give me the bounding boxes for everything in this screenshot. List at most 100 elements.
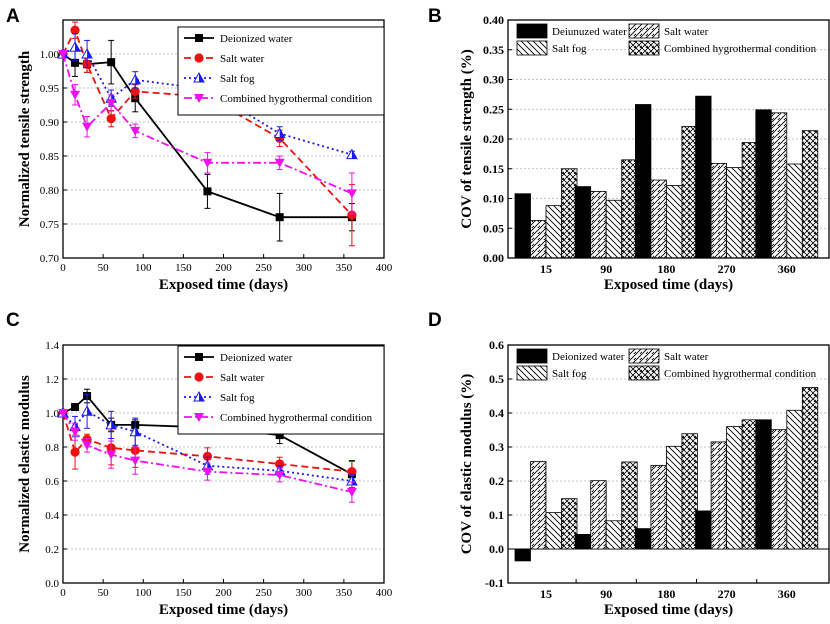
pa-data-point xyxy=(70,25,80,35)
pc-legend-label: Deionized water xyxy=(220,352,293,364)
pc-legend-marker xyxy=(194,413,204,422)
pb-x-axis-title: Exposed time (days) xyxy=(604,277,733,293)
pc-data-point xyxy=(202,467,213,477)
pd-legend-swatch xyxy=(516,348,548,364)
pd-bar xyxy=(530,461,547,550)
pb-legend-swatch xyxy=(516,40,548,56)
pd-ytick-label: 0.1 xyxy=(489,508,504,522)
pb-bar xyxy=(561,168,578,259)
pc-data-point xyxy=(130,456,141,466)
pb-bar xyxy=(650,179,667,259)
pd-ytick-label: 0.5 xyxy=(489,372,504,386)
pa-ytick-label: 0.75 xyxy=(40,219,60,231)
pc-data-point-half xyxy=(111,419,117,429)
pa-data-point xyxy=(130,126,141,136)
pc-data-point xyxy=(82,441,93,451)
pc-data-point xyxy=(106,450,117,460)
pc-xtick-label: 400 xyxy=(376,587,393,599)
pb-xtick-label: 15 xyxy=(540,262,552,276)
pb-bar xyxy=(666,185,683,259)
pd-legend-label: Salt water xyxy=(664,351,709,363)
pa-series-line xyxy=(62,53,353,195)
pc-xtick-label: 250 xyxy=(255,587,272,599)
pa-xtick-label: 350 xyxy=(336,262,353,274)
pc-data-point xyxy=(58,409,68,418)
pb-legend-swatch xyxy=(516,23,548,39)
pc-y-axis-title: Normalized elastic modulus xyxy=(17,375,33,553)
pc-data-point-half xyxy=(351,476,357,485)
pd-bar xyxy=(605,520,623,550)
pa-data-point-half xyxy=(279,128,285,138)
pa-data-point-half xyxy=(87,49,93,58)
pc-data-point xyxy=(70,447,80,457)
pd-plot-frame xyxy=(507,344,830,584)
pd-bar xyxy=(695,510,712,550)
pa-ytick-label: 0.85 xyxy=(40,151,60,163)
pc-data-point xyxy=(274,471,285,481)
pa-x-axis-title: Exposed time (days) xyxy=(159,277,288,293)
pa-legend-marker xyxy=(194,94,204,103)
pa-data-point xyxy=(82,122,93,132)
pd-xtick-label: 15 xyxy=(540,587,552,601)
pc-legend-label: Combined hygrothermal condition xyxy=(220,412,373,424)
pa-y-axis-title: Normalized tensile strength xyxy=(17,50,33,227)
pc-xtick-label: 0 xyxy=(60,587,66,599)
pd-ytick-label: 0.2 xyxy=(489,474,504,488)
pd-bar xyxy=(545,512,562,550)
pd-bar xyxy=(801,387,819,550)
pd-bar xyxy=(590,480,607,550)
pc-legend-box xyxy=(177,345,385,435)
pb-bar xyxy=(741,142,758,259)
pd-bar xyxy=(621,461,638,550)
panel-letter-c: C xyxy=(6,310,20,331)
pd-legend-swatch xyxy=(516,365,548,381)
pc-x-axis-title: Exposed time (days) xyxy=(159,602,288,618)
pa-xtick-label: 200 xyxy=(215,262,232,274)
panel-letter-b: B xyxy=(428,6,442,27)
pb-ytick-label: 0.10 xyxy=(483,192,504,206)
pa-data-point-half xyxy=(75,42,81,52)
pb-ytick-label: 0.20 xyxy=(483,132,504,146)
pd-bar xyxy=(770,429,788,550)
pa-xtick-label: 400 xyxy=(376,262,393,274)
pd-bar xyxy=(561,498,578,550)
pb-plot-frame xyxy=(507,19,830,259)
pb-bar xyxy=(621,159,638,259)
pb-bar xyxy=(545,205,562,259)
pb-ytick-label: 0.05 xyxy=(483,221,504,235)
pc-data-point xyxy=(275,431,284,440)
pd-bar xyxy=(726,426,743,550)
pa-data-point xyxy=(130,86,140,96)
pb-bar xyxy=(635,104,652,259)
pd-ytick-label: 0.6 xyxy=(489,338,504,352)
pb-legend-label: Salt fog xyxy=(552,43,587,55)
pc-legend-marker xyxy=(195,353,203,361)
pc-ytick-label: 0.2 xyxy=(45,544,59,556)
pd-ytick-label: 0.3 xyxy=(489,440,504,454)
panel-letter-d: D xyxy=(428,310,442,331)
pd-x-axis-title: Exposed time (days) xyxy=(604,602,733,618)
pa-data-point xyxy=(275,213,284,222)
pc-data-point xyxy=(71,403,80,412)
pa-legend-label: Deionized water xyxy=(220,33,293,45)
pa-legend-label: Combined hygrothermal condition xyxy=(220,93,373,105)
pa-data-point xyxy=(346,189,357,199)
pa-ytick-label: 0.95 xyxy=(40,83,60,95)
pd-xtick-label: 180 xyxy=(657,587,675,601)
pd-legend-label: Deionized water xyxy=(552,351,625,363)
pa-legend-label: Salt fog xyxy=(220,73,255,85)
pa-ytick-label: 0.70 xyxy=(40,253,60,265)
pa-xtick-label: 100 xyxy=(135,262,152,274)
pa-data-point xyxy=(106,114,116,124)
pc-xtick-label: 350 xyxy=(336,587,353,599)
pa-ytick-label: 1.00 xyxy=(40,49,60,61)
pa-data-point xyxy=(203,187,212,196)
pb-legend-swatch xyxy=(628,23,660,39)
pb-legend-swatch xyxy=(628,40,660,56)
pa-data-point xyxy=(70,90,81,100)
pc-ytick-label: 0.8 xyxy=(45,442,59,454)
pc-data-point-half xyxy=(87,406,93,416)
pb-bar xyxy=(770,112,788,259)
pa-legend-marker-half xyxy=(199,73,204,82)
